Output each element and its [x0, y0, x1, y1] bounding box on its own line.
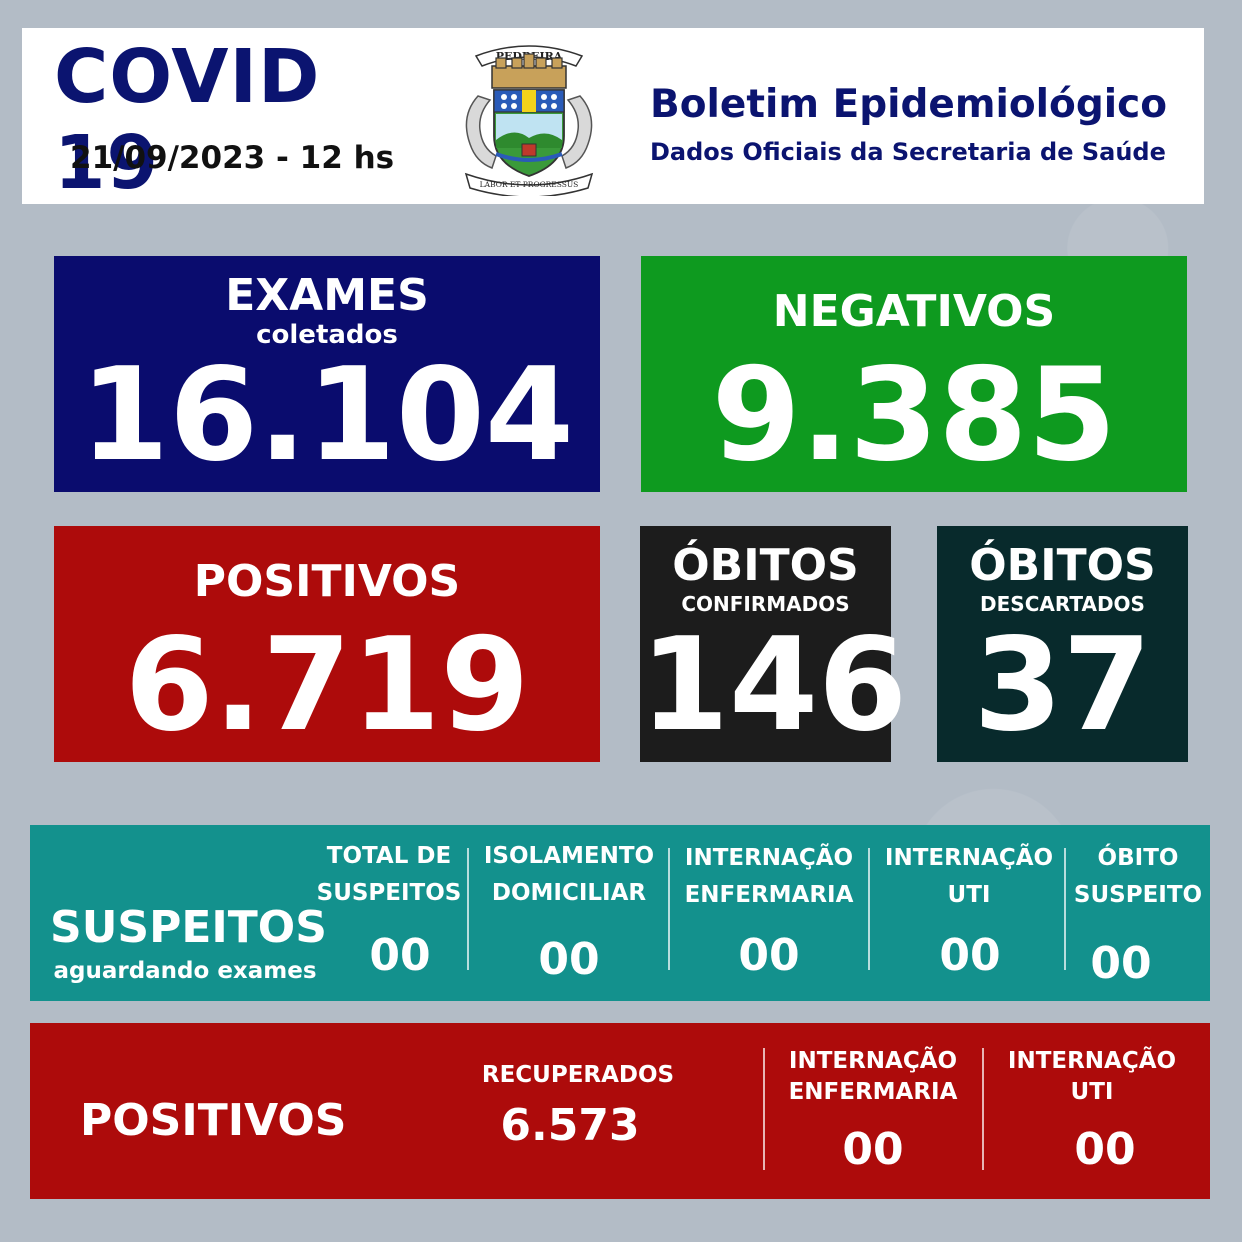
label-line: DOMICILIAR	[491, 880, 647, 906]
obitos-descartados-card: ÓBITOS DESCARTADOS 37	[937, 526, 1188, 762]
label-line: UTI	[947, 882, 991, 908]
bulletin-date: 21/09/2023 - 12 hs	[70, 140, 395, 176]
recuperados-label: RECUPERADOS	[481, 1062, 675, 1088]
obitos-confirmados-sublabel: CONFIRMADOS	[681, 592, 850, 616]
label-line: TOTAL DE	[326, 843, 452, 869]
negativos-value: 9.385	[711, 341, 1117, 490]
recuperados-value: 6.573	[500, 1100, 640, 1151]
divider	[467, 848, 469, 970]
bulletin-subtitle: Dados Oficiais da Secretaria de Saúde	[650, 138, 1166, 166]
suspeitos-col-total-value: 00	[369, 930, 431, 981]
positivos-uti-label: INTERNAÇÃO UTI	[985, 1046, 1199, 1108]
label-line: UTI	[1070, 1079, 1114, 1105]
suspeitos-col-obito-value: 00	[1090, 938, 1152, 989]
crest-bottom-text: LABOR ET PROGRESSUS	[480, 180, 579, 189]
positivos-panel	[30, 1023, 1210, 1199]
suspeitos-title: SUSPEITOS	[50, 902, 327, 953]
positivos-band-title: POSITIVOS	[80, 1095, 347, 1146]
suspeitos-panel	[30, 825, 1210, 1001]
exames-card: EXAMES coletados 16.104	[54, 256, 600, 492]
label-line: ÓBITO	[1097, 845, 1179, 871]
label-line: SUSPEITOS	[316, 880, 462, 906]
label-line: ENFERMARIA	[684, 882, 854, 908]
obitos-descartados-label: ÓBITOS	[969, 540, 1156, 591]
obitos-confirmados-card: ÓBITOS CONFIRMADOS 146	[640, 526, 908, 762]
label-line: INTERNAÇÃO	[884, 845, 1054, 871]
suspeitos-col-uti-label: INTERNAÇÃO UTI	[870, 840, 1068, 914]
exames-sublabel: coletados	[256, 320, 398, 350]
exames-value: 16.104	[80, 341, 574, 490]
suspeitos-col-enfermaria-label: INTERNAÇÃO ENFERMARIA	[670, 840, 868, 914]
suspeitos-col-obito-label: ÓBITO SUSPEITO	[1066, 840, 1210, 914]
positivos-uti-value: 00	[1074, 1124, 1136, 1175]
divider	[763, 1048, 765, 1170]
divider	[868, 848, 870, 970]
divider	[668, 848, 670, 970]
suspeitos-col-isolamento-label: ISOLAMENTO DOMICILIAR	[470, 838, 668, 912]
bulletin-title: Boletim Epidemiológico	[650, 82, 1168, 127]
label-line: INTERNAÇÃO	[684, 845, 854, 871]
page-title: COVID 19	[54, 34, 321, 206]
positivos-enfermaria-label: INTERNAÇÃO ENFERMARIA	[766, 1046, 980, 1108]
label-line: ENFERMARIA	[788, 1079, 958, 1105]
city-crest-icon: PEDREIRA LABOR ET PROGRESSUS	[456, 36, 602, 198]
suspeitos-subtitle: aguardando exames	[53, 958, 317, 984]
positivos-enfermaria-value: 00	[842, 1124, 904, 1175]
negativos-label: NEGATIVOS	[772, 286, 1056, 337]
suspeitos-col-isolamento-value: 00	[538, 934, 600, 985]
divider	[1064, 848, 1066, 970]
suspeitos-col-total-label: TOTAL DE SUSPEITOS	[310, 838, 468, 912]
suspeitos-col-uti-value: 00	[939, 930, 1001, 981]
obitos-descartados-value: 37	[973, 611, 1152, 760]
positivos-value: 6.719	[124, 611, 530, 760]
label-line: INTERNAÇÃO	[1007, 1048, 1177, 1074]
label-line: SUSPEITO	[1073, 882, 1203, 908]
obitos-confirmados-label: ÓBITOS	[672, 540, 859, 591]
label-line: ISOLAMENTO	[483, 843, 655, 869]
obitos-confirmados-value: 146	[640, 611, 908, 760]
label-line: INTERNAÇÃO	[788, 1048, 958, 1074]
header-panel	[22, 28, 1204, 204]
suspeitos-col-enfermaria-value: 00	[738, 930, 800, 981]
exames-label: EXAMES	[225, 270, 429, 321]
negativos-card: NEGATIVOS 9.385	[641, 256, 1187, 492]
divider	[982, 1048, 984, 1170]
obitos-descartados-sublabel: DESCARTADOS	[980, 592, 1145, 616]
positivos-label: POSITIVOS	[193, 556, 461, 607]
positivos-card: POSITIVOS 6.719	[54, 526, 600, 762]
